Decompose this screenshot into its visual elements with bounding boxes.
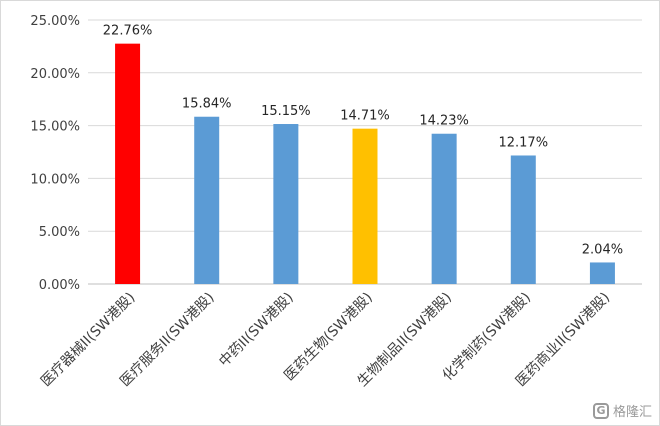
bar [510,155,536,284]
data-label: 15.15% [261,104,311,119]
y-tick-label: 15.00% [30,120,80,135]
x-tick-label: 医药生物(SW港股) [281,290,376,385]
y-tick-label: 20.00% [30,67,80,82]
bar [431,133,457,284]
watermark-text: 格隆汇 [612,405,652,420]
watermark-logo-icon: G [592,402,609,419]
y-tick-label: 0.00% [39,278,80,293]
data-label: 14.71% [340,109,390,124]
bar [194,116,220,284]
data-label: 2.04% [582,242,623,257]
y-tick-label: 10.00% [30,172,80,187]
data-label: 12.17% [498,135,548,150]
y-tick-label: 5.00% [39,225,80,240]
data-label: 22.76% [103,24,153,39]
data-label: 14.23% [419,114,469,129]
y-tick-label: 25.00% [30,14,80,29]
data-label: 15.84% [182,97,232,112]
x-tick-label: 化学制药(SW港股) [440,290,535,385]
x-tick-label: 中药II(SW港股) [216,290,297,371]
bar [352,128,378,284]
bar [589,262,615,284]
bar [115,43,141,284]
bar [273,124,299,285]
watermark: G 格隆汇 [592,401,652,420]
